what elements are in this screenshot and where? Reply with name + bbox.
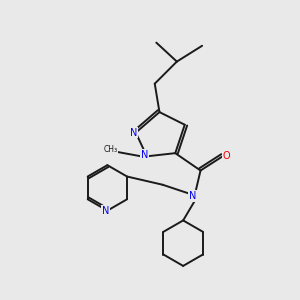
- Text: CH₃: CH₃: [103, 145, 118, 154]
- Text: N: N: [141, 150, 148, 160]
- Text: N: N: [102, 206, 110, 216]
- Text: O: O: [223, 151, 230, 161]
- Text: N: N: [130, 128, 137, 138]
- Text: N: N: [189, 191, 196, 201]
